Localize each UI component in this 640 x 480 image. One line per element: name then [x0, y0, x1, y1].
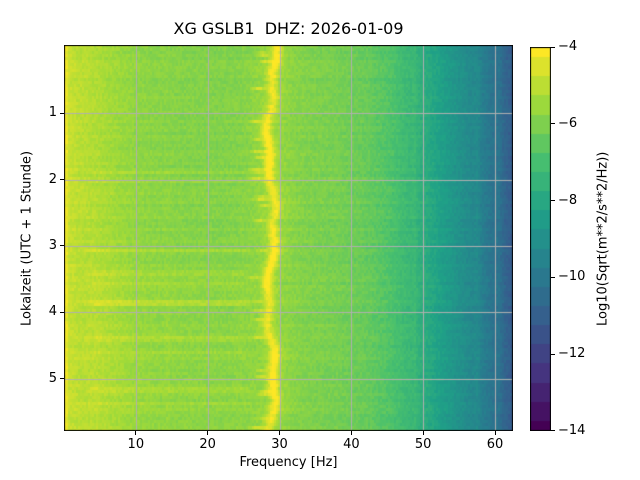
colorbar-tick-label: −4	[558, 39, 578, 54]
y-tick-label: 2	[48, 171, 57, 187]
colorbar-tick-label: −6	[558, 115, 578, 131]
colorbar-tick-label: −12	[558, 346, 586, 362]
y-tick-mark	[60, 245, 64, 247]
y-tick-mark	[60, 311, 64, 313]
x-tick-label: 60	[486, 437, 504, 452]
y-tick-label: 4	[48, 304, 57, 320]
colorbar-tick-label: −10	[558, 269, 586, 285]
y-tick-mark	[60, 378, 64, 380]
x-axis-label: Frequency [Hz]	[239, 455, 338, 470]
colorbar-gradient	[530, 47, 551, 431]
y-tick-label: 5	[48, 370, 57, 386]
colorbar-tick-mark	[551, 123, 555, 125]
x-tick-mark	[279, 431, 281, 435]
x-tick-label: 30	[271, 437, 288, 452]
x-tick-mark	[135, 431, 137, 435]
x-tick-label: 10	[127, 437, 145, 452]
colorbar-tick-mark	[551, 353, 555, 355]
colorbar-tick-label: −8	[558, 192, 578, 208]
x-tick-mark	[494, 431, 496, 435]
x-tick-mark	[350, 431, 352, 435]
y-tick-label: 3	[48, 237, 57, 253]
x-tick-label: 40	[343, 437, 360, 452]
y-tick-label: 1	[48, 105, 57, 121]
x-tick-mark	[207, 431, 209, 435]
colorbar-tick-mark	[551, 200, 555, 202]
colorbar-label: Log10(Sqrt(m**2/s**2/Hz))	[595, 151, 611, 327]
x-tick-label: 20	[199, 437, 216, 452]
chart-title: XG GSLB1 DHZ: 2026-01-09	[173, 19, 404, 38]
y-tick-mark	[60, 179, 64, 181]
y-tick-mark	[60, 112, 64, 114]
colorbar-tick-mark	[551, 429, 555, 431]
colorbar-tick-mark	[551, 46, 555, 48]
spectrogram-heatmap	[64, 45, 513, 431]
colorbar-tick-mark	[551, 276, 555, 278]
colorbar-tick-label: −14	[558, 423, 586, 438]
x-tick-label: 50	[414, 437, 432, 452]
x-tick-mark	[422, 431, 424, 435]
